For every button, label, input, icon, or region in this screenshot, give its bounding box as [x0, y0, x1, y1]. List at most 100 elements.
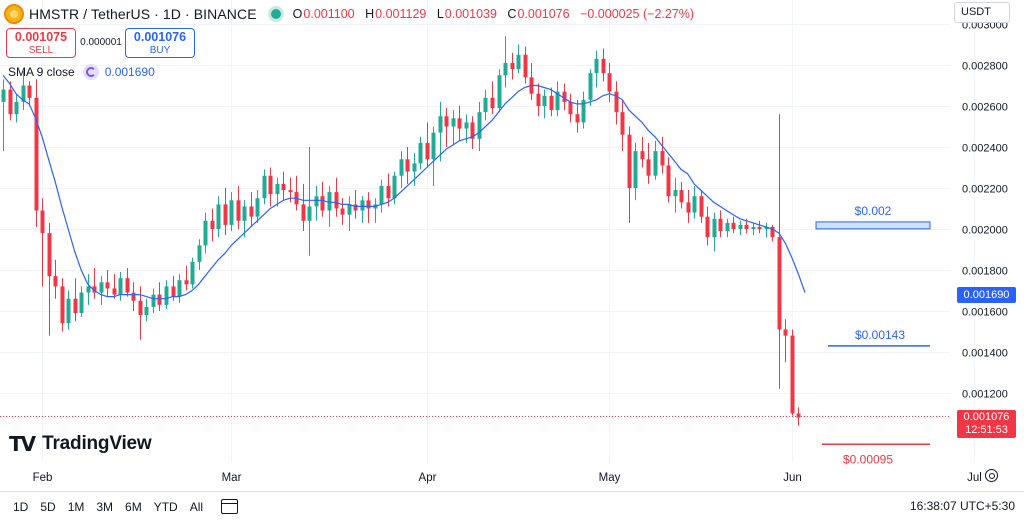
candle	[673, 177, 678, 213]
candle	[125, 267, 130, 297]
candle	[294, 175, 299, 211]
candlesticks	[1, 36, 801, 426]
sma-legend[interactable]: SMA 9 close 0.001690	[8, 64, 155, 80]
candle-body	[627, 134, 632, 188]
symbol-title[interactable]: HMSTR / TetherUS · 1D · BINANCE	[29, 6, 257, 22]
ohlc-high: 0.001129	[375, 7, 427, 21]
candle-body	[457, 118, 462, 129]
calendar-icon[interactable]	[221, 499, 239, 514]
candle-body	[86, 286, 91, 293]
candle	[607, 62, 612, 102]
candle	[588, 69, 593, 106]
clock[interactable]: 16:38:07 UTC+5:30	[909, 499, 1015, 513]
timeframe-ytd[interactable]: YTD	[153, 499, 178, 514]
timeframe-all[interactable]: All	[189, 499, 204, 514]
candle	[366, 192, 371, 223]
candle-body	[653, 151, 658, 176]
ohlc-close: 0.001076	[517, 7, 570, 21]
candle-body	[686, 202, 691, 213]
candle	[601, 48, 606, 82]
candle	[210, 208, 215, 242]
timeframe-1m[interactable]: 1M	[67, 499, 85, 514]
candle-body	[1, 89, 6, 102]
candle-body	[301, 204, 306, 221]
candle	[490, 81, 495, 115]
candle	[477, 101, 482, 152]
candle	[640, 136, 645, 168]
candle	[92, 267, 97, 299]
candle-body	[144, 306, 149, 316]
y-tick-label: 0.001200	[962, 389, 1008, 401]
level-label: $0.002	[855, 204, 892, 218]
candle-body	[105, 282, 110, 289]
candle-body	[725, 222, 730, 232]
buy-button[interactable]: 0.001076 BUY	[125, 28, 195, 58]
market-status-icon[interactable]	[270, 9, 281, 19]
candle	[353, 190, 358, 219]
candle-body	[692, 196, 697, 213]
candle	[255, 190, 260, 223]
candle-body	[386, 185, 391, 199]
sell-price: 0.001075	[14, 30, 68, 44]
candle-body	[425, 142, 430, 160]
support-zone[interactable]	[815, 221, 931, 230]
drawn-levels[interactable]: $0.002 $0.00143 $0.00095	[815, 204, 931, 466]
candle-body	[555, 91, 560, 111]
tradingview-logo-icon: TV	[9, 432, 36, 456]
candle	[334, 177, 339, 217]
candle-body	[138, 300, 143, 316]
candle-body	[203, 220, 208, 246]
candle-body	[588, 73, 593, 100]
candle	[542, 89, 547, 119]
candle	[503, 36, 508, 88]
candle-body	[660, 151, 665, 166]
candle-body	[405, 159, 410, 172]
candle	[105, 270, 110, 297]
tradingview-logo-text: TradingView	[42, 433, 152, 454]
coin-icon[interactable]	[4, 4, 24, 24]
candle-body	[568, 101, 573, 115]
candle	[8, 81, 13, 121]
candle-body	[699, 196, 704, 217]
candle-body	[607, 73, 612, 92]
gear-icon[interactable]	[985, 469, 998, 482]
currency-selector[interactable]: USDT	[954, 2, 1010, 23]
level-label: $0.00095	[843, 452, 893, 466]
candle-body	[712, 218, 717, 238]
timeframe-1d[interactable]: 1D	[13, 499, 29, 514]
candle-body	[229, 200, 234, 225]
timeframe-5d[interactable]: 5D	[40, 499, 56, 514]
candle-body	[614, 91, 619, 113]
ohlc-values: O0.001100 H0.001129 L0.001039 C0.001076 …	[293, 7, 701, 21]
candle	[712, 212, 717, 252]
sell-button[interactable]: 0.001075 SELL	[6, 28, 76, 58]
candle-body	[483, 97, 488, 113]
timeframe-6m[interactable]: 6M	[125, 499, 142, 514]
candle-body	[197, 245, 202, 262]
tradingview-logo[interactable]: TV TradingView	[9, 432, 152, 456]
candle-body	[157, 294, 162, 305]
candle-body	[66, 298, 71, 324]
candle-body	[412, 163, 417, 172]
candle-body	[79, 292, 84, 314]
timeframe-3m[interactable]: 3M	[96, 499, 114, 514]
candle-body	[718, 218, 723, 232]
candle	[516, 44, 521, 74]
ohlc-high-key: H	[365, 7, 375, 21]
price-axis[interactable]: 0.001200 0.001400 0.001600 0.001800 0.002000…	[962, 20, 1008, 401]
time-axis[interactable]: Feb Mar Apr May Jun Jul	[33, 472, 982, 484]
candle	[118, 272, 123, 301]
candle-body	[53, 276, 58, 287]
candle	[444, 108, 449, 147]
candle-body	[184, 280, 189, 285]
candle	[405, 147, 410, 184]
candle-body	[477, 112, 482, 139]
candle-body	[171, 286, 176, 297]
x-tick-label: Mar	[222, 472, 242, 484]
candle-body	[503, 62, 508, 76]
candle-body	[790, 335, 795, 414]
candle	[392, 171, 397, 205]
y-tick-label: 0.002800	[962, 61, 1008, 73]
candle-body	[523, 54, 528, 78]
